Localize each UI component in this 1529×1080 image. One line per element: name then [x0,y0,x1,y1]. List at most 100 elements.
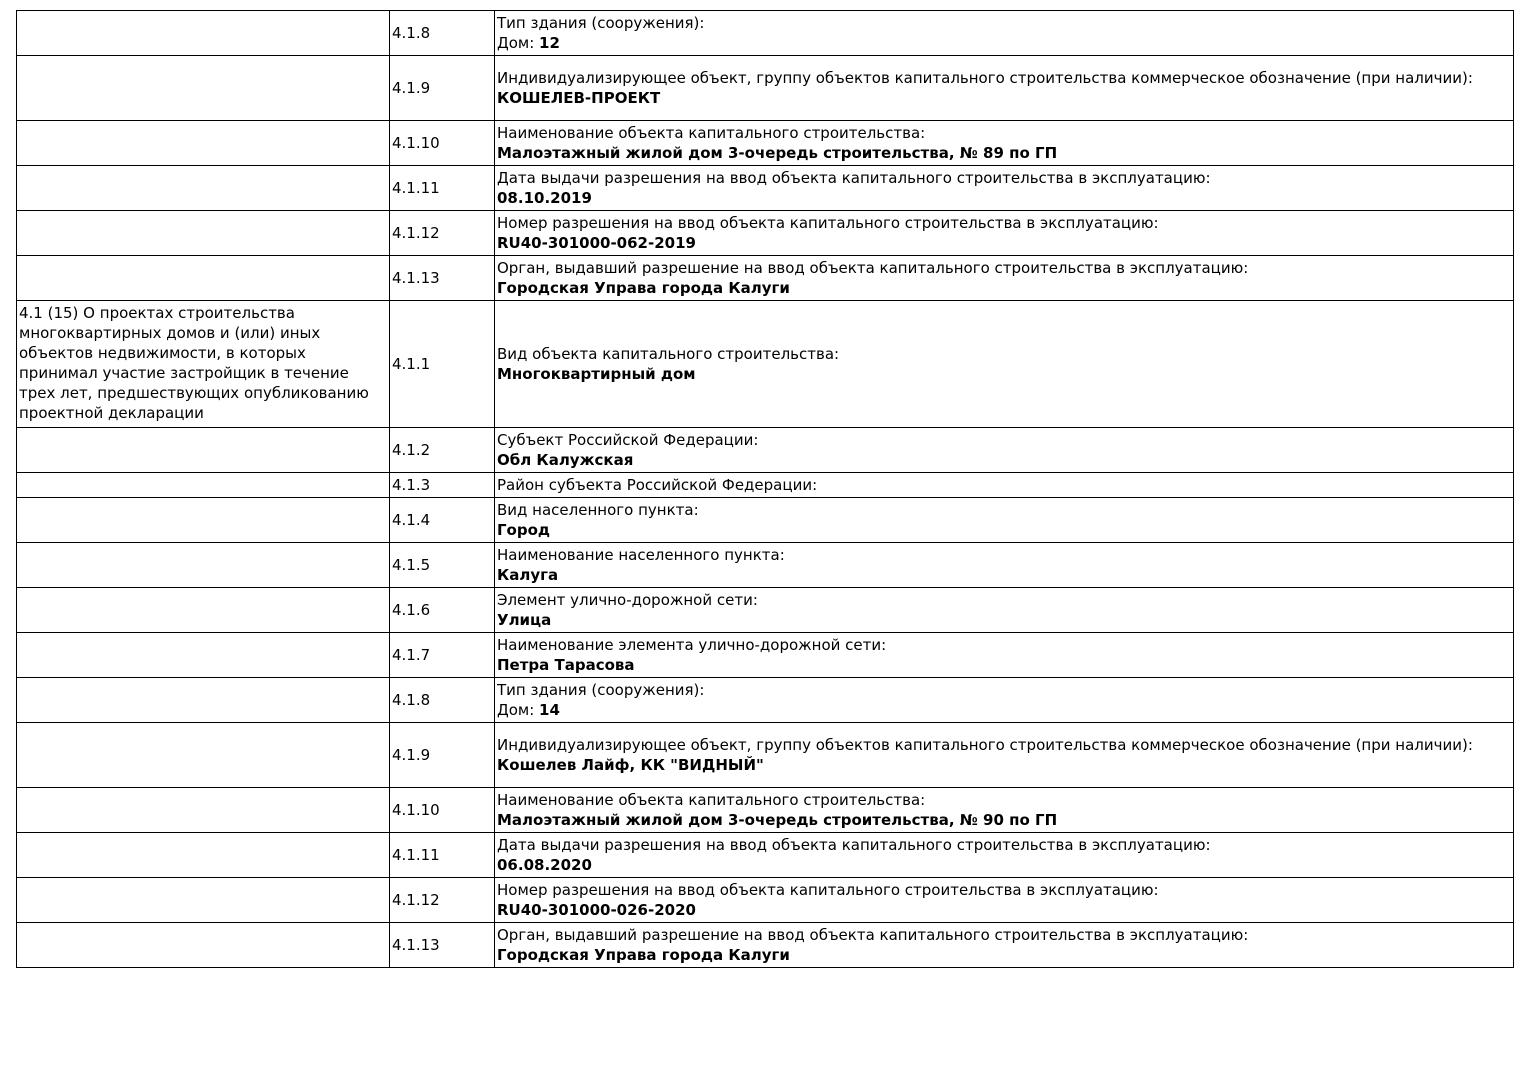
item-value: Город [497,521,551,539]
item-value: 12 [539,34,560,52]
item-content: Наименование элемента улично-дорожной се… [494,632,1514,678]
table-row: 4.1.4 Вид населенного пункта: Город [16,497,1514,543]
item-code: 4.1.13 [389,922,495,968]
item-label: Наименование объекта капитального строит… [497,791,926,809]
item-content: Тип здания (сооружения): Дом: 14 [494,677,1514,723]
section-cell [16,922,390,968]
table-row: 4.1.9 Индивидуализирующее объект, группу … [16,722,1514,788]
section-cell [16,832,390,878]
item-content: Элемент улично-дорожной сети: Улица [494,587,1514,633]
item-content: Вид населенного пункта: Город [494,497,1514,543]
section-cell [16,165,390,211]
item-value-line: Калуга [497,566,558,584]
table-row: 4.1.13 Орган, выдавший разрешение на ввод… [16,922,1514,968]
item-content: Вид объекта капитального строительства: М… [494,300,1514,428]
item-content: Номер разрешения на ввод объекта капитал… [494,210,1514,256]
item-value-line: 08.10.2019 [497,189,592,207]
section-cell [16,210,390,256]
item-value-prefix: Дом: [497,34,540,52]
section-cell: 4.1 (15) О проектах строительства многок… [16,300,390,428]
item-code: 4.1.2 [389,427,495,473]
item-value: Обл Калужская [497,451,634,469]
item-value: Калуга [497,566,559,584]
item-code: 4.1.4 [389,497,495,543]
item-value-line: Многоквартирный дом [497,365,696,383]
item-code: 4.1.13 [389,255,495,301]
item-label: Наименование населенного пункта: [497,546,785,564]
item-label: Тип здания (сооружения): [497,681,705,699]
table-row: 4.1.8 Тип здания (сооружения): Дом: 12 [16,10,1514,56]
item-code: 4.1.12 [389,877,495,923]
item-value-line: Обл Калужская [497,451,633,469]
item-content: Орган, выдавший разрешение на ввод объек… [494,255,1514,301]
item-content: Индивидуализирующее объект, группу объек… [494,55,1514,121]
item-content: Наименование объекта капитального строит… [494,120,1514,166]
table-row: 4.1.3 Район субъекта Российской Федерации… [16,472,1514,498]
item-value: RU40-301000-062-2019 [497,234,696,252]
item-value-prefix: Дом: [497,701,540,719]
declaration-table: 4.1.8 Тип здания (сооружения): Дом: 12 4.1.… [16,10,1514,968]
item-value-line: Малоэтажный жилой дом 3-очередь строител… [497,144,1057,162]
item-value-line: RU40-301000-062-2019 [497,234,696,252]
item-label: Вид населенного пункта: [497,501,699,519]
section-cell [16,677,390,723]
table-row: 4.1.13 Орган, выдавший разрешение на ввод… [16,255,1514,301]
section-cell [16,472,390,498]
item-value-line: Городская Управа города Калуги [497,279,790,297]
item-value: Малоэтажный жилой дом 3-очередь строител… [497,811,1058,829]
item-content: Тип здания (сооружения): Дом: 12 [494,10,1514,56]
item-code: 4.1.8 [389,677,495,723]
item-content: Дата выдачи разрешения на ввод объекта к… [494,832,1514,878]
section-cell [16,255,390,301]
item-label: Тип здания (сооружения): [497,14,705,32]
item-code: 4.1.9 [389,55,495,121]
item-code: 4.1.6 [389,587,495,633]
item-code: 4.1.10 [389,787,495,833]
item-value: КОШЕЛЕВ-ПРОЕКТ [497,89,661,107]
item-value-line: Улица [497,611,551,629]
table-row: 4.1.11 Дата выдачи разрешения на ввод объ… [16,832,1514,878]
item-value: Городская Управа города Калуги [497,946,790,964]
item-label: Наименование объекта капитального строит… [497,124,926,142]
item-label: Элемент улично-дорожной сети: [497,591,758,609]
item-code: 4.1.10 [389,120,495,166]
item-label: Район субъекта Российской Федерации: [497,476,818,494]
item-value-line: Дом: 12 [497,34,560,52]
item-code: 4.1.1 [389,300,495,428]
table-row: 4.1.10 Наименование объекта капитального … [16,120,1514,166]
item-code: 4.1.7 [389,632,495,678]
item-content: Индивидуализирующее объект, группу объек… [494,722,1514,788]
table-row: 4.1.12 Номер разрешения на ввод объекта к… [16,210,1514,256]
item-value: 08.10.2019 [497,189,592,207]
item-label: Орган, выдавший разрешение на ввод объек… [497,926,1249,944]
item-code: 4.1.8 [389,10,495,56]
item-value: 06.08.2020 [497,856,592,874]
section-cell [16,10,390,56]
item-content: Субъект Российской Федерации: Обл Калужск… [494,427,1514,473]
item-code: 4.1.5 [389,542,495,588]
item-value-line: Городская Управа города Калуги [497,946,790,964]
table-row: 4.1 (15) О проектах строительства многок… [16,300,1514,428]
item-code: 4.1.12 [389,210,495,256]
item-value-line: Город [497,521,550,539]
item-value-line: Петра Тарасова [497,656,635,674]
item-label: Дата выдачи разрешения на ввод объекта к… [497,836,1211,854]
item-value-line: 06.08.2020 [497,856,592,874]
item-content: Наименование населенного пункта: Калуга [494,542,1514,588]
table-row: 4.1.12 Номер разрешения на ввод объекта к… [16,877,1514,923]
item-code: 4.1.9 [389,722,495,788]
section-cell [16,877,390,923]
item-value: Кошелев Лайф, КК "ВИДНЫЙ" [497,756,764,774]
section-cell [16,787,390,833]
item-value-line: RU40-301000-026-2020 [497,901,696,919]
item-value: Малоэтажный жилой дом 3-очередь строител… [497,144,1058,162]
item-code: 4.1.3 [389,472,495,498]
item-code: 4.1.11 [389,832,495,878]
section-cell [16,120,390,166]
item-label: Орган, выдавший разрешение на ввод объек… [497,259,1249,277]
item-value-line: Малоэтажный жилой дом 3-очередь строител… [497,811,1057,829]
section-cell [16,497,390,543]
section-cell [16,587,390,633]
section-cell [16,632,390,678]
item-value: 14 [539,701,560,719]
